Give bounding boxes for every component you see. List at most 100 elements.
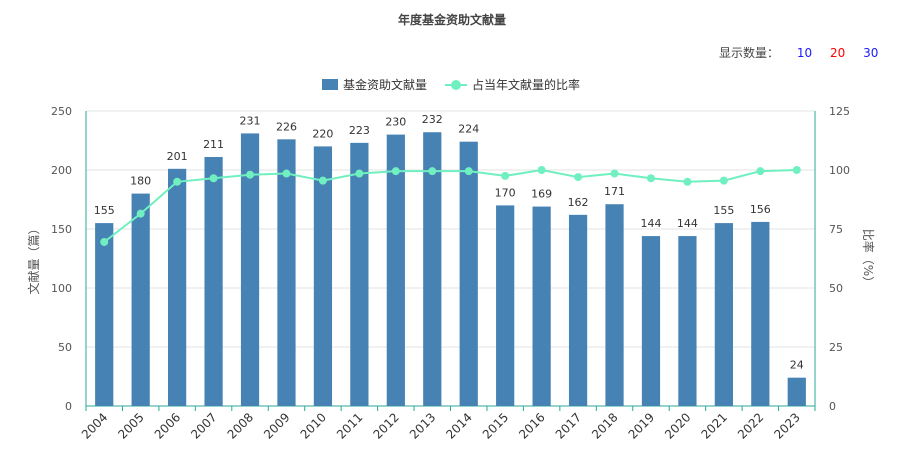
ratio-point bbox=[209, 174, 218, 183]
bar-value-label: 220 bbox=[312, 127, 333, 140]
legend-bar-swatch bbox=[322, 79, 338, 90]
bar bbox=[131, 193, 150, 406]
show-count-control: 显示数量： 10 20 30 bbox=[719, 44, 878, 61]
y-right-tick-label: 125 bbox=[829, 105, 850, 118]
bar-value-label: 232 bbox=[422, 113, 443, 126]
chart-title: 年度基金资助文献量 bbox=[397, 13, 506, 27]
legend-line-label: 占当年文献量的比率 bbox=[472, 78, 581, 92]
bar-value-label: 180 bbox=[130, 175, 151, 188]
ratio-point bbox=[136, 209, 145, 218]
bar bbox=[313, 146, 333, 406]
ratio-line bbox=[103, 168, 797, 243]
ratio-point bbox=[355, 169, 364, 178]
bar-value-label: 231 bbox=[240, 114, 261, 127]
y-tick-label: 100 bbox=[51, 282, 72, 295]
bar bbox=[459, 141, 478, 406]
bar bbox=[95, 223, 114, 406]
ratio-point bbox=[537, 166, 546, 174]
x-tick-label: 2006 bbox=[152, 410, 183, 441]
bar bbox=[386, 134, 405, 406]
y-right-tick-label: 0 bbox=[829, 400, 836, 413]
bar-value-label: 223 bbox=[349, 124, 370, 137]
bar-value-label: 24 bbox=[790, 359, 804, 372]
x-tick-label: 2010 bbox=[298, 410, 329, 441]
ratio-point bbox=[501, 171, 510, 180]
bar bbox=[714, 223, 733, 406]
bar-value-label: 201 bbox=[167, 150, 188, 163]
ratio-point bbox=[792, 166, 801, 174]
x-tick-label: 2021 bbox=[698, 410, 729, 441]
ratio-point bbox=[683, 177, 692, 186]
legend-item-bar-series[interactable]: 基金资助文献量 bbox=[322, 76, 427, 93]
x-tick-label: 2019 bbox=[626, 410, 657, 441]
legend-item-line-series[interactable]: 占当年文献量的比率 bbox=[445, 76, 580, 93]
bar-value-label: 224 bbox=[458, 123, 479, 136]
bar-value-label: 171 bbox=[604, 185, 625, 198]
bar bbox=[240, 133, 260, 407]
x-tick-label: 2007 bbox=[188, 410, 219, 441]
y-tick-label: 150 bbox=[51, 223, 72, 236]
bar bbox=[641, 236, 661, 406]
x-tick-label: 2015 bbox=[480, 410, 511, 441]
x-tick-label: 2023 bbox=[771, 410, 802, 441]
ratio-point bbox=[574, 173, 583, 182]
bar-value-label: 144 bbox=[640, 217, 661, 230]
ratio-point bbox=[428, 167, 437, 176]
bar bbox=[751, 221, 770, 406]
x-tick-label: 2020 bbox=[662, 410, 693, 441]
bar-value-label: 230 bbox=[385, 116, 406, 129]
ratio-point bbox=[100, 237, 109, 246]
bar bbox=[277, 139, 296, 406]
ratio-point bbox=[173, 177, 182, 186]
bar bbox=[168, 168, 187, 406]
bar-value-label: 226 bbox=[276, 120, 297, 133]
ratio-point bbox=[318, 176, 327, 185]
ratio-point bbox=[391, 167, 400, 176]
bar bbox=[532, 206, 551, 406]
bar-value-label: 144 bbox=[677, 217, 698, 230]
bar bbox=[605, 204, 624, 406]
show-count-20-option[interactable]: 20 bbox=[829, 46, 846, 60]
x-tick-label: 2022 bbox=[735, 410, 766, 441]
bar bbox=[787, 377, 806, 406]
ratio-point bbox=[610, 169, 619, 178]
y-right-tick-label: 75 bbox=[829, 223, 843, 236]
legend-line-swatch bbox=[445, 79, 468, 90]
bar bbox=[568, 214, 588, 406]
x-tick-label: 2012 bbox=[370, 410, 401, 441]
bar-value-label: 169 bbox=[531, 188, 552, 201]
bar-value-label: 156 bbox=[750, 203, 771, 216]
x-tick-label: 2017 bbox=[553, 410, 584, 441]
x-tick-label: 2009 bbox=[261, 410, 292, 441]
y-right-tick-label: 100 bbox=[829, 164, 850, 177]
x-tick-label: 2018 bbox=[589, 410, 620, 441]
x-tick-label: 2013 bbox=[407, 410, 438, 441]
bar-value-label: 155 bbox=[94, 204, 115, 217]
y-axis-right-title: 比率（%） bbox=[861, 229, 876, 288]
bar bbox=[496, 205, 515, 406]
bar bbox=[423, 132, 442, 407]
y-right-tick-label: 25 bbox=[829, 341, 843, 354]
y-tick-label: 50 bbox=[58, 341, 72, 354]
y-axis-title: 文献量（篇） bbox=[26, 222, 41, 294]
bar-value-label: 155 bbox=[713, 204, 734, 217]
bar bbox=[204, 157, 223, 406]
x-tick-label: 2005 bbox=[115, 410, 146, 441]
x-tick-label: 2011 bbox=[334, 410, 365, 441]
x-tick-label: 2016 bbox=[516, 410, 547, 441]
ratio-point bbox=[282, 169, 291, 178]
bar-value-label: 162 bbox=[568, 196, 589, 209]
y-tick-label: 0 bbox=[65, 400, 72, 413]
show-count-10-option[interactable]: 10 bbox=[796, 46, 813, 60]
ratio-point bbox=[646, 174, 655, 183]
chart-legend: 基金资助文献量 占当年文献量的比率 bbox=[322, 76, 598, 93]
y-right-tick-label: 50 bbox=[829, 282, 843, 295]
y-tick-label: 250 bbox=[51, 105, 72, 118]
x-tick-label: 2014 bbox=[443, 410, 474, 441]
ratio-point bbox=[246, 170, 255, 179]
x-tick-label: 2004 bbox=[79, 410, 110, 441]
show-count-30-option[interactable]: 30 bbox=[863, 46, 879, 60]
bar-value-label: 170 bbox=[495, 186, 516, 199]
ratio-point bbox=[464, 167, 473, 176]
